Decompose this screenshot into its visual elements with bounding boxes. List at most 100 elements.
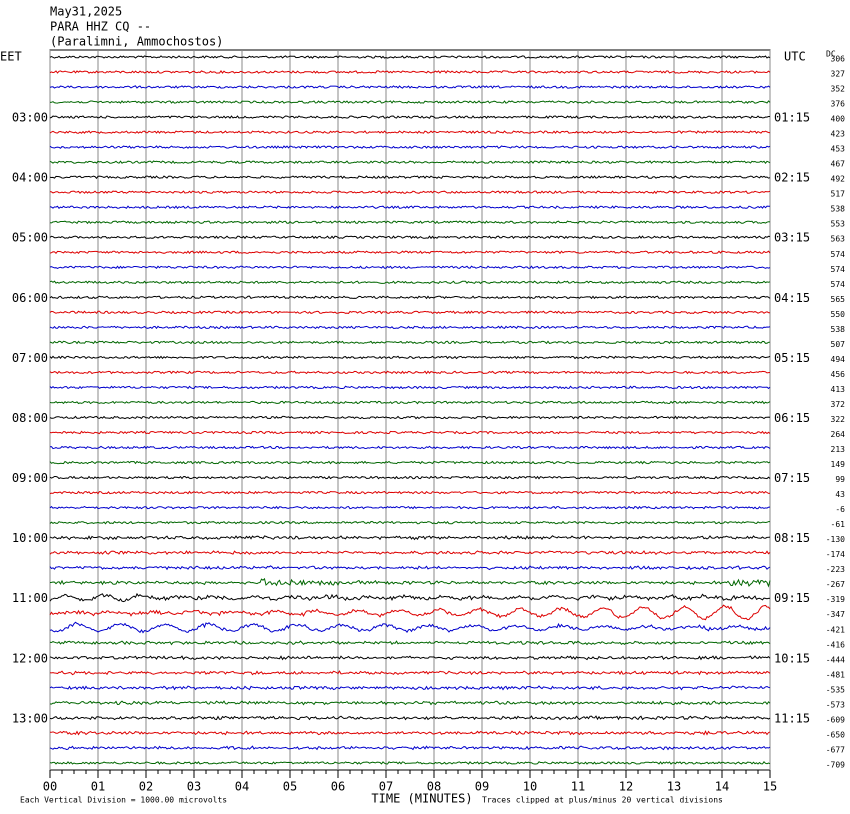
- dc-value: 264: [831, 430, 846, 439]
- x-tick-label: 07: [379, 780, 393, 794]
- dc-value: 550: [831, 310, 846, 319]
- seismic-trace: [49, 325, 771, 330]
- dc-value: -416: [826, 640, 845, 649]
- dc-value: 322: [831, 415, 846, 424]
- dc-value: 453: [831, 145, 846, 154]
- right-time-label: 08:15: [774, 531, 810, 545]
- right-time-label: 10:15: [774, 651, 810, 665]
- seismic-trace: [49, 220, 771, 225]
- x-tick-label: 14: [715, 780, 729, 794]
- dc-value: -421: [826, 625, 845, 634]
- seismic-trace: [49, 280, 771, 285]
- right-time-label: 04:15: [774, 291, 810, 305]
- seismic-trace: [49, 621, 771, 634]
- seismic-trace: [49, 385, 771, 390]
- left-time-label: 13:00: [12, 711, 48, 725]
- seismic-trace: [49, 370, 771, 375]
- dc-value: -481: [826, 670, 845, 679]
- dc-value: -444: [826, 655, 845, 664]
- dc-value: 149: [831, 460, 846, 469]
- seismic-trace: [49, 700, 771, 706]
- seismic-trace: [49, 250, 771, 255]
- dc-value: -267: [826, 580, 845, 589]
- seismic-trace: [49, 505, 771, 510]
- left-time-label: 12:00: [12, 651, 48, 665]
- dc-value: 538: [831, 325, 846, 334]
- dc-value: 507: [831, 340, 846, 349]
- x-tick-label: 13: [667, 780, 681, 794]
- seismic-trace: [49, 670, 771, 676]
- x-tick-label: 00: [43, 780, 57, 794]
- x-tick-label: 15: [763, 780, 777, 794]
- seismic-trace: [49, 604, 771, 621]
- dc-value: -319: [826, 595, 845, 604]
- seismic-trace: [49, 175, 771, 180]
- seismic-trace: [50, 730, 771, 736]
- seismic-trace: [49, 592, 771, 603]
- seismic-trace: [49, 235, 771, 240]
- right-axis-title: UTC: [784, 50, 806, 64]
- dc-value: 538: [831, 205, 846, 214]
- seismic-trace: [49, 100, 771, 104]
- seismic-trace: [49, 715, 771, 721]
- seismic-trace: [49, 655, 771, 661]
- seismic-trace: [49, 400, 771, 405]
- dc-value: 467: [831, 160, 846, 169]
- left-time-label: 06:00: [12, 291, 48, 305]
- right-time-label: 05:15: [774, 351, 810, 365]
- left-time-label: 04:00: [12, 171, 48, 185]
- left-time-label: 03:00: [12, 111, 48, 125]
- right-time-label: 03:15: [774, 231, 810, 245]
- seismic-trace: [49, 310, 771, 315]
- dc-value: 213: [831, 445, 846, 454]
- dc-value: 352: [831, 85, 846, 94]
- seismic-trace: [49, 190, 771, 195]
- right-time-label: 11:15: [774, 711, 810, 725]
- scale-note: Each Vertical Division = 1000.00 microvo…: [20, 796, 227, 805]
- dc-value: 400: [831, 115, 846, 124]
- dc-value: 517: [831, 190, 846, 199]
- dc-value: -609: [826, 715, 845, 724]
- seismic-trace: [49, 685, 771, 691]
- x-axis-title: TIME (MINUTES): [371, 792, 472, 806]
- x-tick-label: 10: [523, 780, 537, 794]
- x-tick-label: 03: [187, 780, 201, 794]
- seismic-trace: [49, 520, 770, 525]
- dc-value: -130: [826, 535, 845, 544]
- dc-title: DC: [826, 50, 836, 59]
- clip-note: Traces clipped at plus/minus 20 vertical…: [482, 796, 723, 805]
- seismic-trace: [49, 490, 771, 495]
- dc-value: -535: [826, 685, 845, 694]
- x-tick-label: 11: [571, 780, 585, 794]
- left-time-label: 11:00: [12, 591, 48, 605]
- seismic-trace: [49, 160, 771, 165]
- dc-value: 372: [831, 400, 846, 409]
- left-time-label: 08:00: [12, 411, 48, 425]
- dc-value: 43: [835, 490, 845, 499]
- seismic-trace: [49, 70, 771, 74]
- x-tick-label: 08: [427, 780, 441, 794]
- dc-value: -61: [831, 520, 846, 529]
- seismic-trace: [49, 430, 771, 435]
- seismic-trace: [49, 640, 771, 646]
- dc-value: 492: [831, 175, 846, 184]
- right-time-label: 02:15: [774, 171, 810, 185]
- seismic-trace: [49, 55, 771, 59]
- seismic-trace: [49, 205, 770, 210]
- dc-value: 99: [835, 475, 845, 484]
- seismic-trace: [49, 85, 771, 89]
- seismic-trace: [49, 475, 771, 480]
- right-time-label: 06:15: [774, 411, 810, 425]
- dc-value: 456: [831, 370, 846, 379]
- dc-value: -174: [826, 550, 845, 559]
- dc-value: -677: [826, 745, 845, 754]
- x-tick-label: 04: [235, 780, 249, 794]
- seismic-trace: [49, 340, 771, 345]
- dc-value: -650: [826, 730, 845, 739]
- dc-value: -223: [826, 565, 845, 574]
- seismic-trace: [49, 145, 771, 149]
- dc-value: 413: [831, 385, 846, 394]
- seismic-trace: [49, 550, 771, 556]
- dc-value: 327: [831, 70, 846, 79]
